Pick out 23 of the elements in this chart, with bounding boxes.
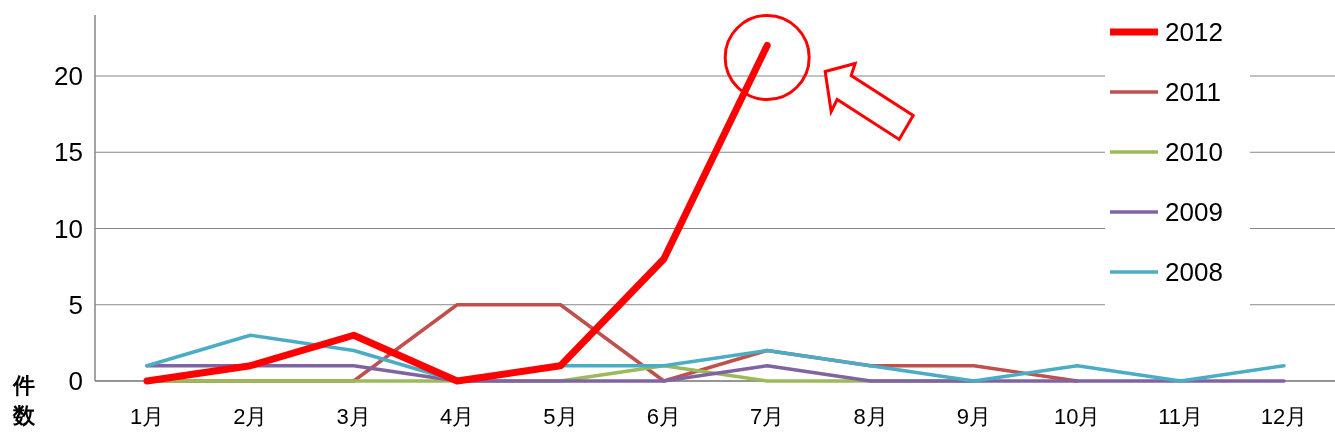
legend-label: 2010 — [1165, 137, 1223, 168]
y-tick-label: 20 — [54, 61, 83, 92]
y-tick-label: 15 — [54, 137, 83, 168]
y-tick-label: 0 — [68, 366, 83, 397]
legend-label: 2008 — [1165, 257, 1223, 288]
x-tick-label: 9月 — [956, 404, 992, 429]
y-tick-label: 5 — [68, 289, 83, 320]
x-tick-label: 3月 — [336, 404, 371, 429]
legend-label: 2011 — [1165, 77, 1221, 108]
x-tick-label: 5月 — [543, 404, 578, 429]
x-tick-label: 7月 — [750, 404, 785, 429]
y-tick-label: 10 — [54, 213, 83, 244]
x-tick-label: 8月 — [853, 404, 888, 429]
x-tick-label: 11月 — [1158, 404, 1204, 429]
x-tick-label: 6月 — [646, 404, 681, 429]
y-axis-title: 件数 — [12, 373, 36, 428]
x-tick-label: 2月 — [233, 404, 268, 429]
x-tick-label: 12月 — [1260, 404, 1308, 429]
legend-label: 2009 — [1165, 197, 1223, 228]
legend-label: 2012 — [1165, 17, 1223, 48]
x-tick-label: 1月 — [129, 404, 165, 429]
x-tick-label: 10月 — [1054, 404, 1101, 429]
x-tick-label: 4月 — [439, 404, 475, 429]
